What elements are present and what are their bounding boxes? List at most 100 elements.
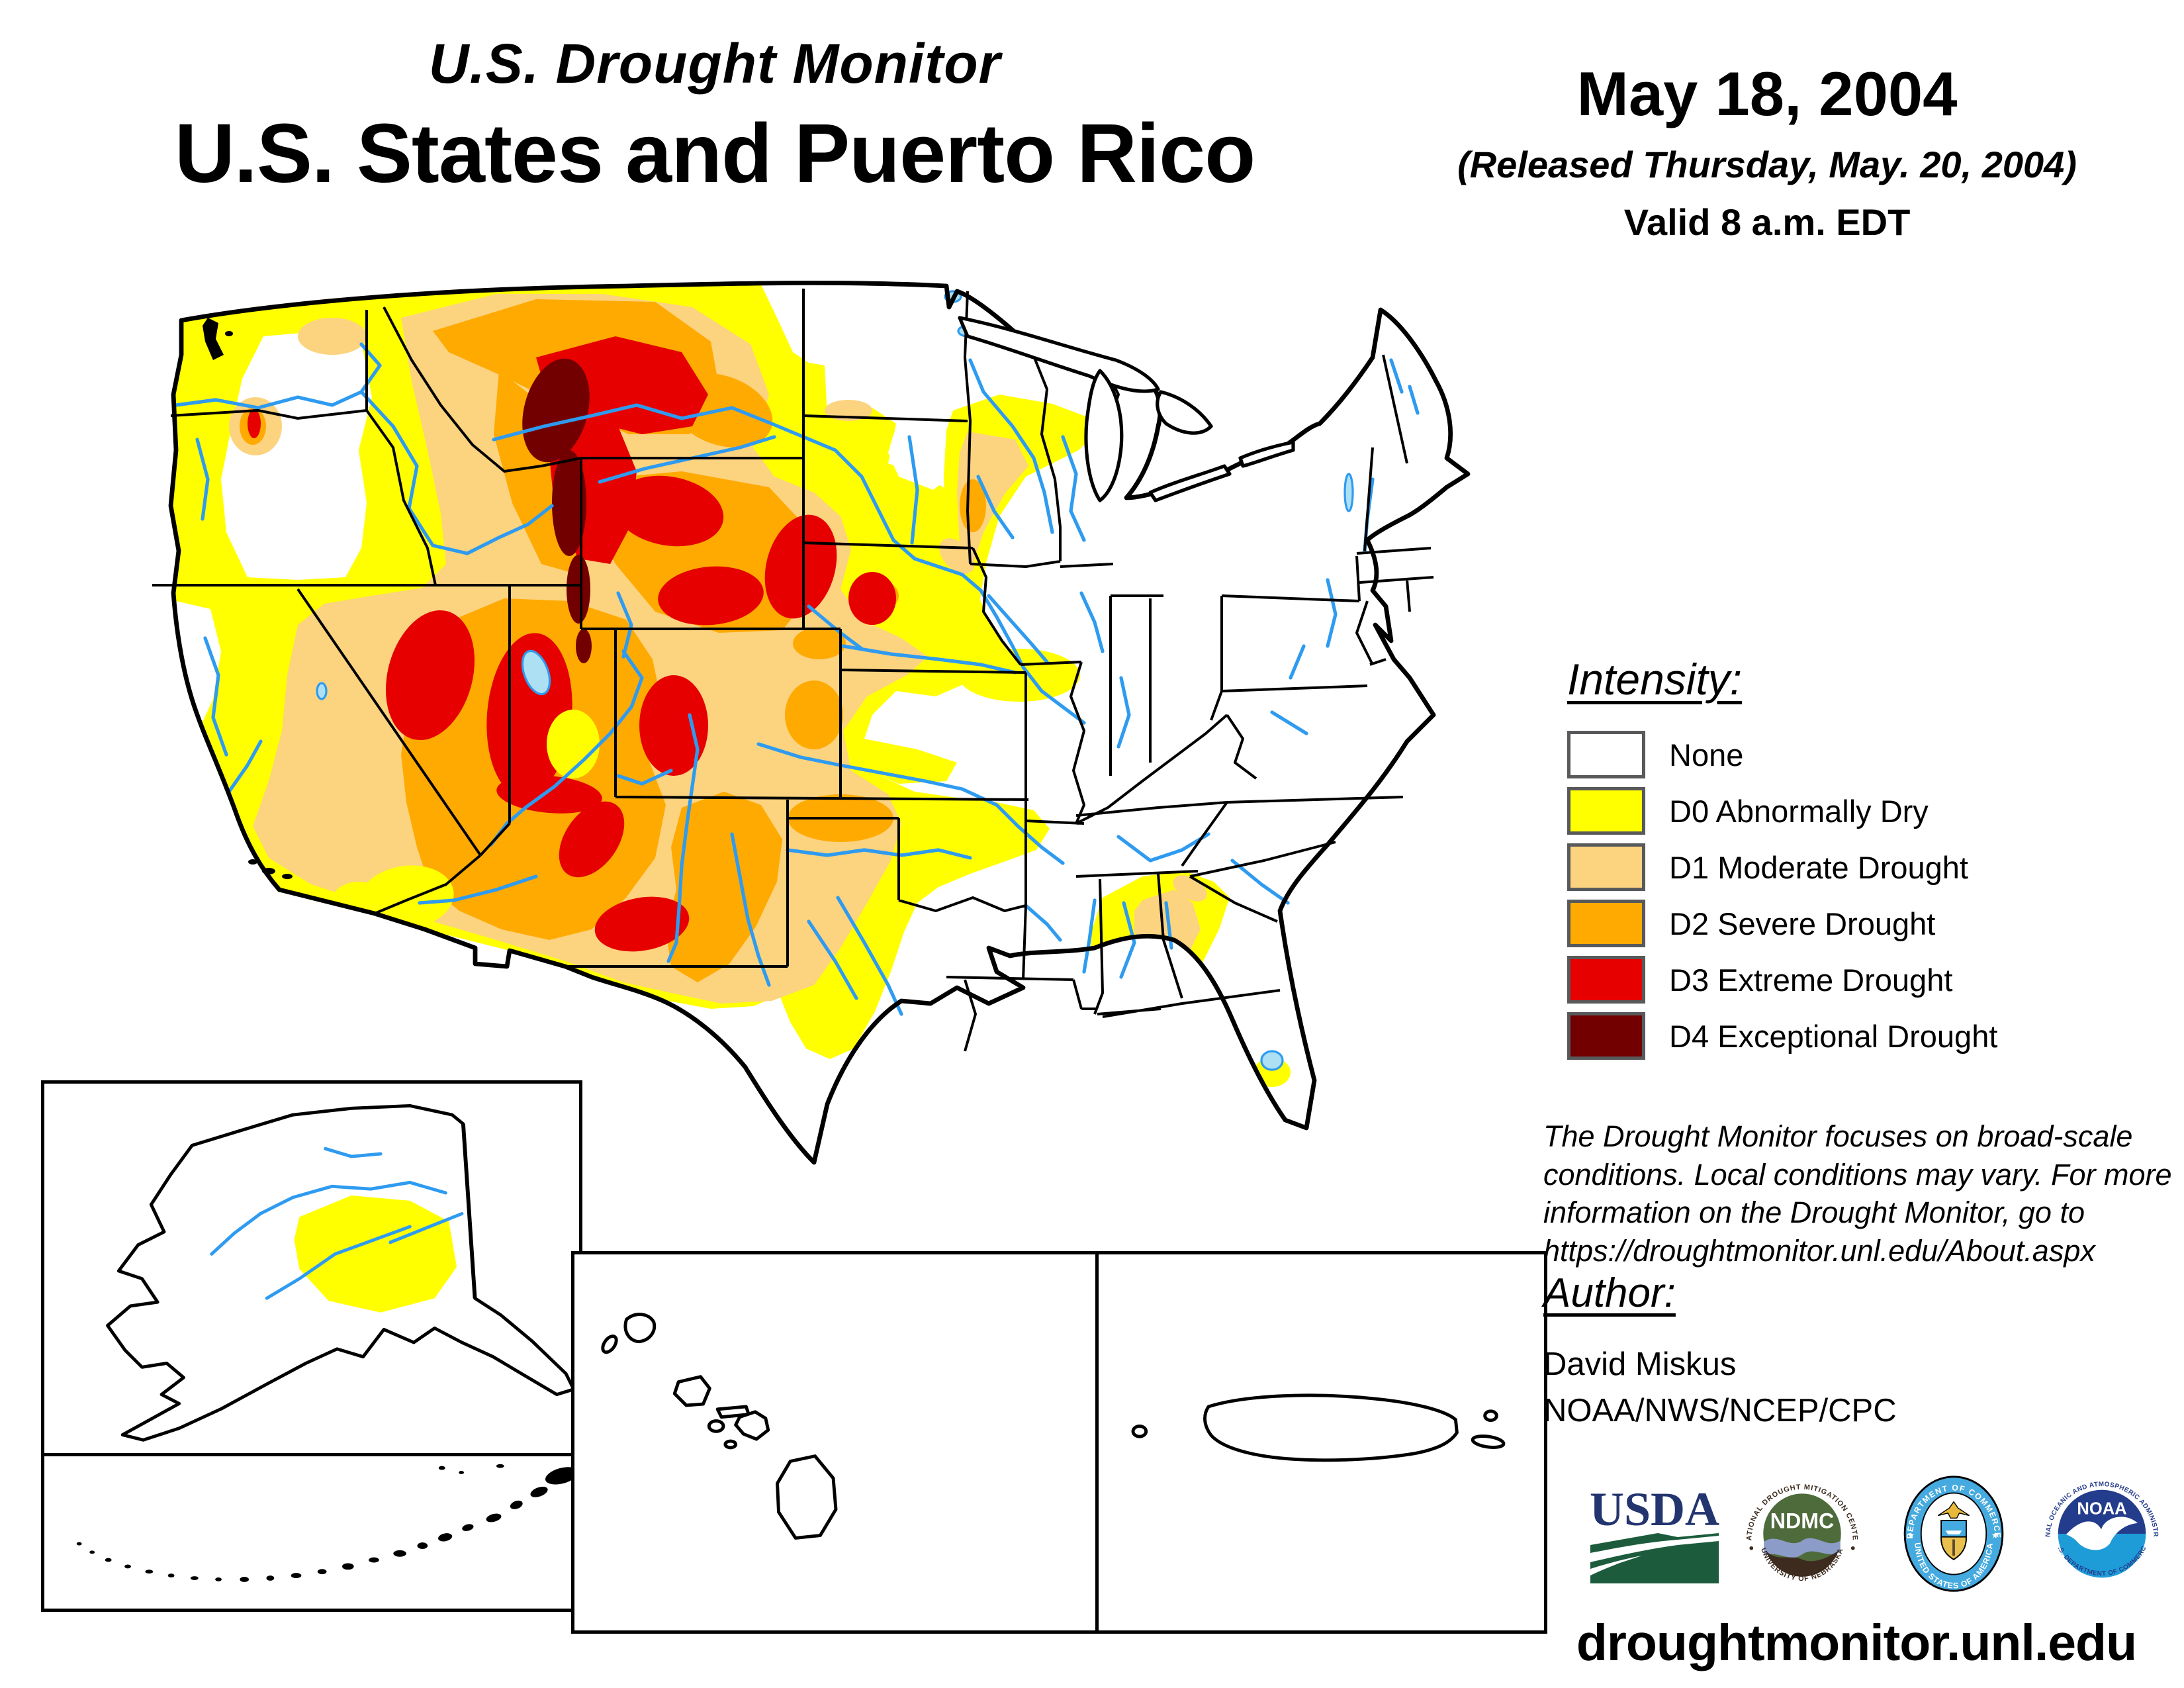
ndmc-river-band — [1764, 1538, 1841, 1558]
title-block: U.S. Drought Monitor U.S. States and Pue… — [99, 32, 1330, 201]
d0-alaska-interior — [294, 1195, 457, 1313]
swatch-none — [1567, 731, 1645, 778]
culebra — [1483, 1409, 1498, 1423]
kahoolawe — [723, 1439, 738, 1450]
d3-utah-arizona — [496, 775, 602, 814]
d4-sw-montana — [522, 358, 590, 463]
legend: Intensity: None D0 Abnormally Dry D1 Mod… — [1567, 654, 2163, 1068]
ndmc-logo: NDMC NATIONAL DROUGHT MITIGATION CENTER … — [1743, 1471, 1862, 1597]
website-url: droughtmonitor.unl.edu — [1576, 1615, 2137, 1671]
author-org: NOAA/NWS/NCEP/CPC — [1543, 1393, 1897, 1429]
d0-indiana-ohio — [958, 649, 1080, 702]
swatch-d3 — [1567, 956, 1645, 1004]
legend-item-d0: D0 Abnormally Dry — [1567, 787, 2163, 835]
alaska-rivers — [210, 1147, 464, 1300]
d2-minnesota-core — [960, 479, 986, 532]
lake-superior — [958, 316, 1160, 393]
great-salt-lake — [521, 649, 551, 696]
lake-tahoe — [316, 682, 328, 700]
d3-east-wyoming — [764, 514, 837, 619]
legend-item-d4: D4 Exceptional Drought — [1567, 1012, 2163, 1060]
disclaimer-text: The Drought Monitor focuses on broad-sca… — [1543, 1119, 2172, 1268]
usda-logo: USDA — [1578, 1484, 1731, 1593]
legend-item-d2: D2 Severe Drought — [1567, 900, 2163, 947]
d3-nevada — [385, 610, 475, 741]
drought-layers — [171, 284, 1291, 1087]
d4-se-idaho — [567, 555, 590, 624]
oahu — [672, 1375, 711, 1407]
author-block: Author: David Miskus NOAA/NWS/NCEP/CPC — [1543, 1270, 2139, 1429]
legend-item-d3: D3 Extreme Drought — [1567, 956, 2163, 1004]
ndmc-abbr: NDMC — [1770, 1509, 1835, 1532]
d0-east-utah — [547, 710, 600, 778]
hawaii-inset — [571, 1251, 1099, 1634]
d3-south-wyoming — [658, 566, 764, 626]
d1-ne-washington — [298, 318, 367, 355]
legend-label: D3 Extreme Drought — [1669, 962, 1953, 998]
lake-erie — [1148, 464, 1232, 502]
puget-sound — [203, 318, 224, 360]
author-heading: Author: — [1543, 1270, 1676, 1316]
release-date: (Released Thursday, May. 20, 2004) — [1457, 144, 2077, 185]
hawaii-map — [601, 1313, 838, 1540]
noaa-globe-bottom — [2058, 1534, 2146, 1578]
valid-time: Valid 8 a.m. EDT — [1623, 201, 1911, 243]
legend-item-d1: D1 Moderate Drought — [1567, 843, 2163, 891]
swatch-d1 — [1567, 843, 1645, 891]
puerto-rico-inset — [1095, 1251, 1547, 1634]
d2-sw-nebraska — [793, 628, 846, 659]
legend-label: D0 Abnormally Dry — [1669, 793, 1929, 829]
lake-ontario — [1238, 440, 1295, 468]
great-lakes — [958, 316, 1295, 502]
usda-wordmark: USDA — [1590, 1484, 1719, 1536]
svg-text:★: ★ — [1907, 1531, 1915, 1540]
d3-sw-newmexico — [594, 896, 690, 952]
d2-east-colorado — [785, 680, 843, 749]
legend-label: None — [1669, 737, 1744, 773]
none-hole-ne-southdakota — [888, 434, 954, 490]
lake-champlain — [1343, 473, 1354, 512]
mona — [1131, 1424, 1148, 1438]
legend-label: D2 Severe Drought — [1669, 906, 1936, 941]
conus-map-svg — [152, 280, 1471, 1165]
coastal-marks — [203, 318, 293, 879]
lake-michigan — [1084, 369, 1124, 502]
d1-georgia — [1134, 890, 1201, 969]
alaska-inset — [41, 1080, 582, 1456]
doc-eagle — [1937, 1501, 1970, 1519]
kauai — [623, 1313, 657, 1344]
maui — [734, 1410, 770, 1441]
legend-label: D4 Exceptional Drought — [1669, 1018, 1998, 1054]
doc-ship — [1945, 1530, 1962, 1534]
lake-okeechobee — [1260, 1050, 1284, 1071]
puerto-rico — [1203, 1393, 1459, 1462]
usda-field — [1590, 1533, 1719, 1583]
d3-south-southdakota — [848, 572, 896, 625]
svg-text:★: ★ — [1991, 1531, 1999, 1540]
alaska-map — [106, 1103, 576, 1442]
swatch-d0 — [1567, 787, 1645, 835]
date-block: May 18, 2004 (Released Thursday, May. 20… — [1410, 58, 2124, 244]
state-borders — [152, 289, 1434, 1052]
d3-ne-oregon-spot — [248, 409, 261, 438]
author-name: David Miskus — [1543, 1346, 1737, 1382]
vieques — [1471, 1434, 1506, 1449]
d2-newmexico — [666, 792, 782, 982]
aleutians-map — [76, 1464, 578, 1582]
usda-swoosh — [1590, 1536, 1719, 1562]
map-date: May 18, 2004 — [1576, 59, 1958, 128]
conus-map — [99, 278, 1529, 1211]
page-title: U.S. States and Puerto Rico — [174, 107, 1255, 200]
commerce-logo: DEPARTMENT OF COMMERCE UNITED STATES OF … — [1894, 1471, 2013, 1597]
aleutian-islands — [76, 1464, 578, 1582]
aleutians-inset — [41, 1453, 582, 1612]
none-hole-pnw — [221, 331, 372, 580]
big-island — [776, 1454, 838, 1540]
d3-nw-wyoming — [613, 475, 724, 547]
rivers — [174, 342, 1420, 1016]
legend-item-none: None — [1567, 731, 2163, 778]
d3-west-colorado — [639, 675, 708, 776]
niihau — [601, 1335, 618, 1354]
doc-lighthouse — [1952, 1539, 1955, 1556]
